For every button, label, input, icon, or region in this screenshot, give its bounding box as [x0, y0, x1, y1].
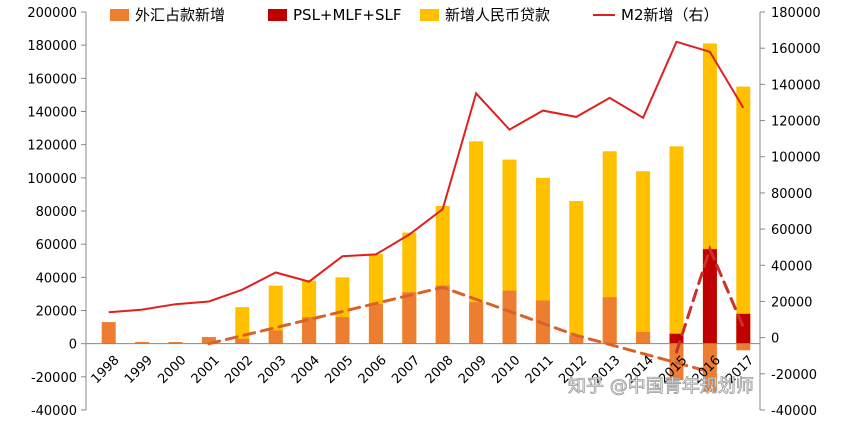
x-tick-label: 2002	[222, 353, 256, 387]
left-tick-label: 40000	[36, 271, 77, 286]
x-tick-label: 2000	[155, 353, 189, 387]
bar-new-loans	[736, 86, 751, 344]
bar-fx-reserves	[502, 290, 517, 344]
bar-fx-reserves	[135, 342, 150, 344]
left-tick-label: -40000	[31, 404, 77, 419]
bar-psl-mlf-slf	[702, 249, 717, 344]
right-tick-label: 120000	[771, 115, 821, 130]
right-tick-label: 180000	[771, 6, 821, 21]
trendline-dashed	[207, 285, 712, 374]
bar-fx-reserves	[302, 317, 317, 344]
bar-fx-reserves	[569, 335, 584, 344]
x-tick-label: 2011	[523, 353, 557, 387]
right-tick-label: -20000	[771, 368, 817, 383]
legend-swatch	[110, 9, 129, 21]
left-tick-label: 160000	[27, 72, 77, 87]
bar-fx-reserves	[435, 285, 450, 344]
legend-label: PSL+MLF+SLF	[293, 6, 402, 24]
bar-new-loans	[636, 171, 651, 344]
line-m2	[108, 40, 745, 314]
bar-fx-reserves	[168, 342, 183, 344]
bar-fx-reserves	[235, 338, 250, 344]
m2-line	[108, 40, 745, 314]
bar-new-loans	[602, 151, 617, 344]
bar-fx-reserves	[736, 343, 751, 351]
legend-label: M2新增（右）	[621, 6, 719, 24]
bar-fx-reserves	[469, 302, 484, 344]
left-axis: -40000 -20000 0 20000 40000 60000 80000 100000 1…	[27, 6, 87, 419]
bar-fx-reserves	[335, 317, 350, 344]
left-tick-label: 200000	[27, 6, 77, 21]
left-tick-label: 120000	[27, 139, 77, 154]
x-tick-label: 2001	[189, 353, 223, 387]
x-tick-label: 2003	[256, 353, 290, 387]
right-tick-label: 160000	[771, 42, 821, 57]
left-tick-label: 140000	[27, 106, 77, 121]
left-tick-label: 0	[69, 338, 77, 353]
x-tick-label: 2010	[489, 353, 523, 387]
x-tick-label: 2009	[456, 353, 490, 387]
left-tick-label: 100000	[27, 172, 77, 187]
right-axis: -40000 -20000 0 20000 40000 60000 80000 100000 1…	[759, 6, 821, 419]
right-tick-label: 40000	[771, 259, 812, 274]
left-tick-label: 180000	[27, 39, 77, 54]
trendline-dashed	[675, 244, 745, 354]
bar-fx-reserves	[636, 332, 651, 344]
right-tick-label: 80000	[771, 187, 812, 202]
x-tick-label: 2005	[322, 353, 356, 387]
x-tick-label: 1999	[122, 353, 156, 387]
bar-new-loans	[469, 141, 484, 344]
trendlines	[207, 244, 745, 374]
bar-fx-reserves	[268, 330, 283, 344]
legend-label: 外汇占款新增	[135, 6, 225, 24]
legend-swatch	[420, 9, 439, 21]
watermark-text: 知乎 @中国青年规划师	[568, 376, 754, 397]
right-tick-label: -40000	[771, 404, 817, 419]
bar-fx-reserves	[368, 303, 383, 344]
right-tick-label: 60000	[771, 223, 812, 238]
left-tick-label: 20000	[36, 305, 77, 320]
x-tick-label: 2007	[389, 353, 423, 387]
x-tick-label: 2006	[356, 353, 390, 387]
x-tick-label: 2008	[423, 353, 457, 387]
legend-swatch	[268, 9, 287, 21]
x-tick-label: 2004	[289, 353, 323, 387]
bar-new-loans	[569, 201, 584, 344]
legend: 外汇占款新增 PSL+MLF+SLF 新增人民币贷款 M2新增（右）	[110, 6, 719, 24]
right-tick-label: 100000	[771, 151, 821, 166]
right-tick-label: 20000	[771, 295, 812, 310]
left-tick-label: -20000	[31, 371, 77, 386]
bar-new-loans	[669, 146, 684, 344]
right-tick-label: 0	[771, 332, 779, 347]
left-tick-label: 80000	[36, 205, 77, 220]
bar-psl-mlf-slf	[669, 333, 684, 344]
legend-label: 新增人民币贷款	[445, 6, 550, 24]
bar-fx-reserves	[201, 337, 216, 344]
x-tick-label: 1998	[89, 353, 123, 387]
bar-fx-reserves	[402, 292, 417, 344]
bar-fx-reserves	[101, 322, 116, 344]
left-tick-label: 60000	[36, 238, 77, 253]
right-tick-label: 140000	[771, 78, 821, 93]
bar-fx-reserves	[702, 343, 717, 392]
bar-fx-reserves	[602, 297, 617, 344]
